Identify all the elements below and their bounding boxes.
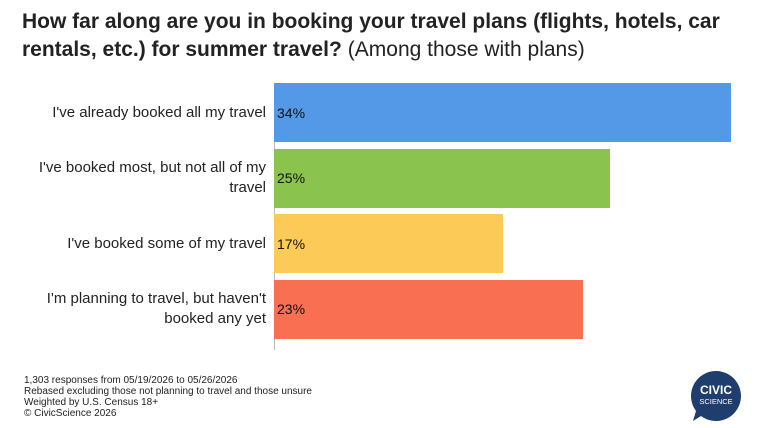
value-label: 34%: [277, 104, 306, 121]
bar: [274, 279, 584, 339]
bar: [274, 148, 611, 208]
category-label: I've booked some of my travel: [67, 234, 266, 252]
logo-text: SCIENCE: [699, 397, 732, 406]
category-label: I'm planning to travel, but haven't book…: [46, 290, 266, 328]
note: 1,303 responses from 05/19/2026 to 05/26…: [24, 375, 238, 386]
category-label: I've already booked all my travel: [52, 103, 266, 121]
note: Rebased excluding those not planning to …: [24, 386, 312, 397]
logo: CIVIC SCIENCE: [691, 371, 741, 421]
subtitle: (Among those with plans): [347, 38, 585, 61]
note: © CivicScience 2026: [24, 408, 117, 419]
logo-bubble: [691, 371, 741, 421]
note: Weighted by U.S. Census 18+: [24, 397, 159, 408]
category-label: I've booked most, but not all of my trav…: [38, 159, 266, 197]
bar: [274, 214, 503, 274]
value-label: 23%: [277, 301, 306, 318]
notes: 1,303 responses from 05/19/2026 to 05/26…: [24, 375, 312, 419]
value-label: 17%: [277, 235, 306, 252]
title: How far along are you in booking your tr…: [22, 10, 720, 61]
bar: [274, 83, 731, 142]
value-label: 25%: [277, 170, 306, 187]
logo-text: CIVIC: [700, 383, 732, 397]
chart-title: How far along are you in booking your tr…: [22, 8, 742, 64]
